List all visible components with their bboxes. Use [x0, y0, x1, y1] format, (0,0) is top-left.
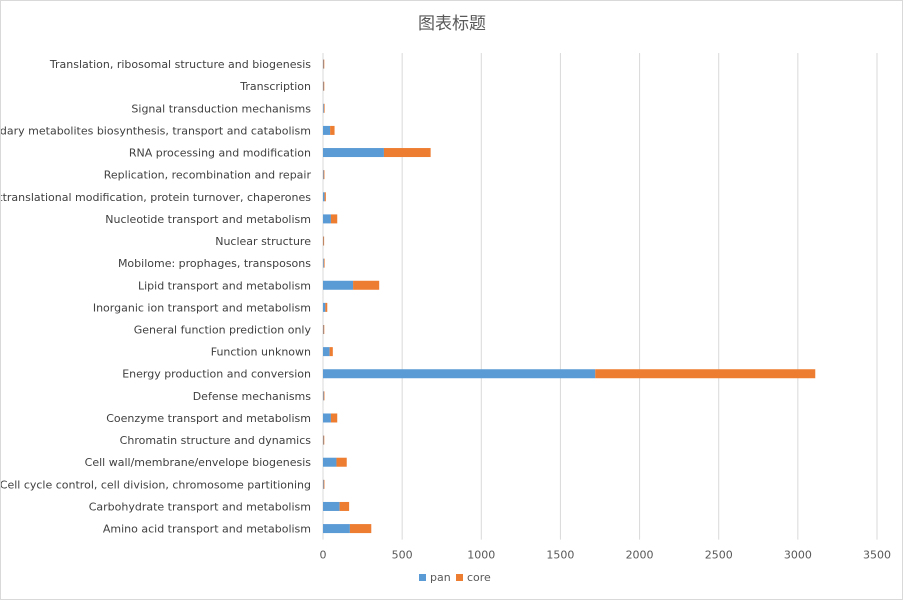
bar-core — [349, 524, 372, 534]
category-label: Cell wall/membrane/envelope biogenesis — [85, 456, 312, 469]
category-label: Cell cycle control, cell division, chrom… — [1, 478, 311, 491]
bar-core — [330, 413, 338, 423]
category-label: Energy production and conversion — [122, 368, 311, 381]
legend-label-pan: pan — [430, 571, 451, 584]
bar-pan — [323, 302, 326, 312]
bar-pan — [323, 148, 384, 158]
bar-pan — [323, 59, 324, 69]
category-label: Amino acid transport and metabolism — [103, 523, 311, 536]
bar-pan — [323, 347, 330, 357]
bar-core — [330, 214, 338, 224]
bar-core — [325, 302, 328, 312]
chart-title: 图表标题 — [418, 14, 486, 34]
category-label: Lipid transport and metabolism — [138, 279, 311, 292]
x-tick-label: 2500 — [705, 549, 733, 562]
bar-core — [339, 501, 350, 511]
bar-core — [383, 148, 431, 158]
bar-core — [323, 479, 325, 489]
category-label: Mobilome: prophages, transposons — [118, 257, 311, 270]
bar-core — [324, 192, 326, 202]
gridlines — [322, 53, 878, 540]
bar-pan — [323, 214, 331, 224]
bar-core — [323, 325, 325, 334]
bar-core — [323, 81, 325, 91]
category-label: Coenzyme transport and metabolism — [106, 412, 311, 425]
category-label: Signal transduction mechanisms — [131, 102, 311, 115]
x-tick-label: 3000 — [784, 549, 812, 562]
category-label: Nuclear structure — [215, 235, 311, 248]
category-label: Inorganic ion transport and metabolism — [93, 301, 311, 314]
bar-core — [329, 347, 333, 357]
bar-core — [323, 170, 325, 180]
bar-pan — [323, 192, 325, 202]
bar-pan — [323, 280, 354, 290]
bar-pan — [323, 258, 324, 268]
bar-core — [330, 125, 335, 135]
bar-core — [353, 280, 380, 290]
x-tick-label: 1500 — [546, 549, 574, 562]
bar-pan — [323, 391, 324, 401]
bar-pan — [323, 369, 596, 379]
x-tick-label: 500 — [392, 549, 413, 562]
bar-pan — [323, 479, 324, 489]
category-label: Defense mechanisms — [193, 390, 312, 403]
category-label: RNA processing and modification — [129, 147, 311, 160]
bar-core — [323, 236, 325, 246]
x-tick-label: 1000 — [467, 549, 495, 562]
bar-core — [323, 258, 325, 268]
x-axis-ticks: 0 500 1000 1500 2000 2500 3000 3500 — [320, 549, 892, 562]
x-tick-label: 3500 — [863, 549, 891, 562]
bar-pan — [323, 501, 340, 511]
bar-pan — [323, 81, 324, 91]
bar-pan — [323, 457, 337, 467]
bar-core — [323, 391, 325, 401]
legend-swatch-core — [456, 574, 463, 581]
bar-pan — [323, 103, 324, 113]
legend-label-core: core — [467, 571, 491, 584]
bar-core — [336, 457, 347, 467]
category-label: Chromatin structure and dynamics — [120, 434, 312, 447]
legend-swatch-pan — [419, 574, 426, 581]
category-label: Posttranslational modification, protein … — [1, 191, 311, 204]
category-label: Transcription — [239, 80, 311, 93]
category-label: Secondary metabolites biosynthesis, tran… — [1, 124, 311, 137]
bar-pan — [323, 413, 331, 423]
bar-pan — [323, 125, 331, 135]
category-label: Function unknown — [211, 346, 311, 359]
bar-pan — [323, 435, 324, 445]
x-tick-label: 0 — [320, 549, 327, 562]
category-label: Carbohydrate transport and metabolism — [89, 500, 311, 513]
category-label: Translation, ribosomal structure and bio… — [49, 58, 311, 71]
category-labels: Amino acid transport and metabolism Carbo… — [1, 58, 311, 536]
category-label: General function prediction only — [134, 324, 312, 337]
category-label: Nucleotide transport and metabolism — [105, 213, 311, 226]
bar-core — [595, 369, 816, 379]
category-label: Replication, recombination and repair — [104, 169, 312, 182]
bar-pan — [323, 325, 324, 334]
bar-core — [323, 435, 325, 445]
bar-pan — [323, 170, 324, 180]
legend: pan core — [419, 571, 491, 584]
bars — [323, 59, 816, 534]
bar-core — [323, 103, 325, 113]
bar-pan — [323, 524, 350, 534]
x-tick-label: 2000 — [626, 549, 654, 562]
bar-core — [323, 59, 325, 69]
